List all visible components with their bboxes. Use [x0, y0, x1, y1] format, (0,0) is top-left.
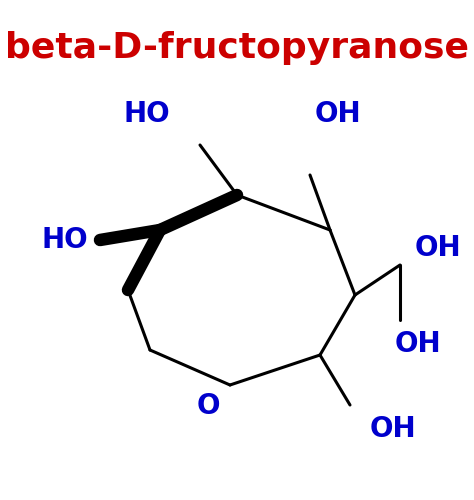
- Text: beta-D-fructopyranose: beta-D-fructopyranose: [5, 31, 469, 65]
- Text: OH: OH: [415, 234, 462, 262]
- Text: HO: HO: [41, 226, 88, 254]
- Text: OH: OH: [370, 415, 417, 443]
- Text: OH: OH: [395, 330, 442, 358]
- Text: HO: HO: [123, 100, 170, 128]
- Text: OH: OH: [315, 100, 362, 128]
- Text: O: O: [197, 392, 220, 420]
